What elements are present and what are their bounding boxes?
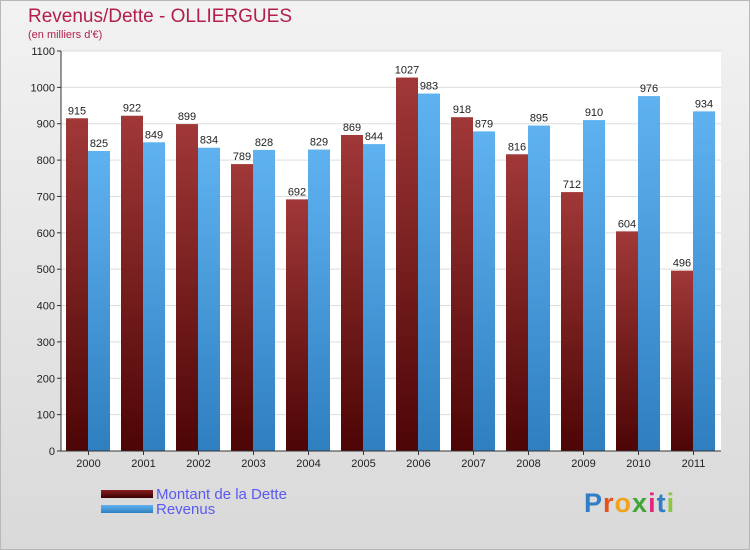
logo-letter: t (656, 488, 667, 518)
bar-dette (671, 270, 693, 451)
x-tick-label: 2008 (516, 458, 540, 470)
bar-dette (121, 115, 143, 452)
bar-revenus (253, 149, 275, 451)
x-tick-label: 2004 (296, 458, 320, 470)
x-tick-label: 2001 (131, 458, 155, 470)
x-tick-label: 2002 (186, 458, 210, 470)
x-tick-label: 2009 (571, 458, 595, 470)
data-label-revenus: 828 (255, 137, 273, 149)
data-label-dette: 789 (233, 151, 251, 163)
data-label-dette: 712 (563, 179, 581, 191)
y-tick-label: 1100 (31, 46, 55, 58)
data-label-dette: 869 (343, 122, 361, 134)
bar-revenus (308, 149, 330, 451)
x-tick-label: 2011 (682, 458, 706, 470)
logo-letter: o (614, 488, 633, 518)
bar-dette (286, 199, 308, 451)
data-label-dette: 915 (68, 105, 86, 117)
bar-revenus (528, 125, 550, 451)
bar-revenus (583, 120, 605, 451)
chart-title: Revenus/Dette - OLLIERGUES (28, 6, 292, 27)
y-tick-label: 500 (37, 264, 55, 276)
logo-letter: x (632, 488, 649, 518)
y-tick-label: 600 (37, 228, 55, 240)
bar-dette (341, 135, 363, 451)
y-tick-label: 1000 (31, 82, 55, 94)
y-tick-label: 200 (37, 373, 55, 385)
bar-revenus (88, 151, 110, 451)
data-label-revenus: 895 (530, 113, 548, 125)
data-label-revenus: 976 (640, 83, 658, 95)
y-tick-label: 100 (37, 410, 55, 422)
bar-revenus (473, 131, 495, 451)
bar-dette (506, 154, 528, 452)
logo-letter: i (648, 488, 657, 518)
data-label-revenus: 825 (90, 138, 108, 150)
bar-dette (231, 164, 253, 451)
x-tick-label: 2003 (241, 458, 265, 470)
proxiti-logo: Proxiti (584, 488, 675, 519)
data-label-revenus: 844 (365, 131, 383, 143)
x-tick-label: 2007 (461, 458, 485, 470)
bar-dette (616, 231, 638, 451)
y-tick-label: 300 (37, 337, 55, 349)
data-label-revenus: 910 (585, 107, 603, 119)
data-label-revenus: 829 (310, 137, 328, 149)
bar-dette (451, 117, 473, 451)
y-tick-label: 400 (37, 301, 55, 313)
bar-revenus (143, 142, 165, 452)
x-tick-label: 2000 (76, 458, 100, 470)
x-tick-label: 2005 (351, 458, 375, 470)
y-tick-label: 900 (37, 119, 55, 131)
bar-revenus (363, 144, 385, 451)
data-label-dette: 692 (288, 186, 306, 198)
data-label-revenus: 934 (695, 98, 713, 110)
bar-revenus (638, 96, 660, 451)
bar-revenus (418, 93, 440, 451)
bar-revenus (693, 111, 715, 451)
legend-label-revenus: Revenus (156, 501, 216, 518)
logo-letter: i (666, 488, 676, 518)
chart-subtitle: (en milliers d'€) (28, 29, 103, 41)
data-label-dette: 816 (508, 141, 526, 153)
logo-letter: P (584, 488, 604, 518)
legend-label-dette: Montant de la Dette (156, 486, 287, 503)
data-label-revenus: 834 (200, 135, 218, 147)
data-label-dette: 922 (123, 103, 141, 115)
plot-area (61, 51, 721, 451)
data-label-dette: 899 (178, 111, 196, 123)
data-label-dette: 1027 (395, 65, 419, 77)
bar-revenus (198, 147, 220, 451)
data-label-revenus: 879 (475, 118, 493, 130)
x-tick-label: 2010 (626, 458, 650, 470)
bar-dette (66, 118, 88, 451)
data-label-dette: 496 (673, 258, 691, 270)
data-label-revenus: 983 (420, 81, 438, 93)
data-label-dette: 604 (618, 218, 636, 230)
bar-dette (561, 192, 583, 451)
logo-letter: r (603, 488, 615, 518)
x-tick-label: 2006 (406, 458, 430, 470)
legend-swatch-revenus (101, 505, 153, 513)
y-tick-label: 800 (37, 155, 55, 167)
y-tick-label: 700 (37, 191, 55, 203)
bar-dette (396, 77, 418, 451)
data-label-dette: 918 (453, 104, 471, 116)
y-tick-label: 0 (49, 446, 55, 458)
bar-dette (176, 124, 198, 451)
data-label-revenus: 849 (145, 129, 163, 141)
legend-swatch-dette (101, 490, 153, 498)
